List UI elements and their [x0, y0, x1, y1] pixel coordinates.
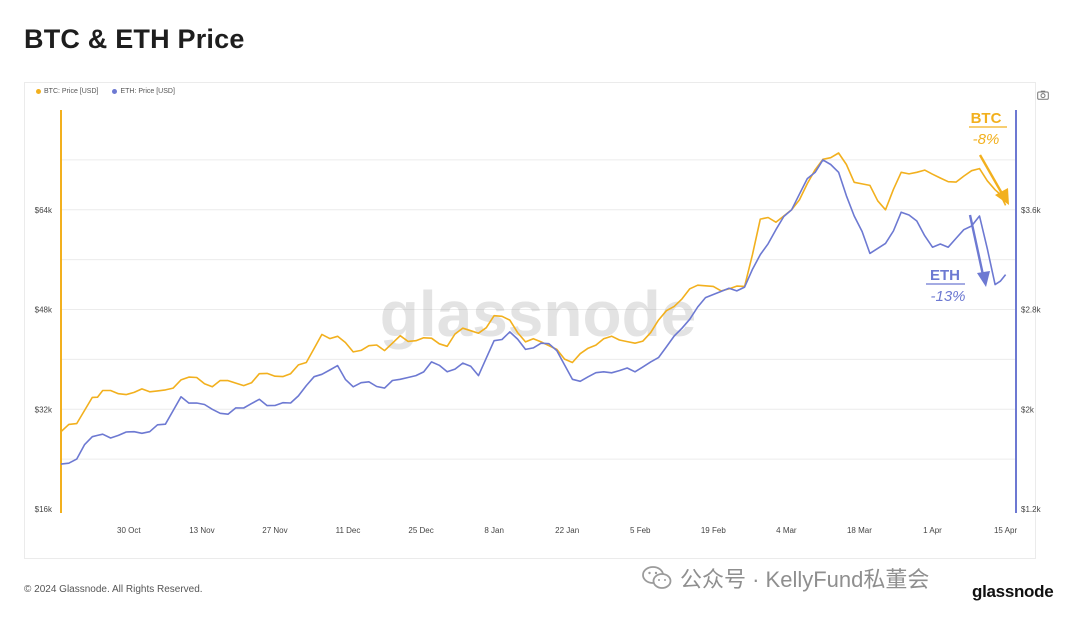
brand-logo: glassnode	[972, 582, 1054, 601]
wechat-account-name: 公众号 · KellyFund私董会	[680, 567, 930, 592]
y-tick-label-left: $64k	[35, 206, 53, 215]
x-tick-label: 15 Apr	[994, 526, 1017, 535]
annotation-btc-arrowhead	[995, 188, 1009, 205]
wechat-icon	[642, 566, 672, 589]
legend-item-btc[interactable]: BTC: Price [USD]	[36, 88, 98, 95]
x-tick-label: 8 Jan	[484, 526, 504, 535]
annotation-eth-label: ETH	[930, 267, 960, 284]
x-tick-label: 11 Dec	[336, 526, 361, 535]
legend: BTC: Price [USD] ETH: Price [USD]	[36, 88, 175, 95]
y-tick-label-right: $3.6k	[1021, 206, 1042, 215]
x-tick-label: 18 Mar	[847, 526, 872, 535]
annotation-eth-arrow	[968, 214, 985, 276]
legend-dot-btc	[36, 89, 41, 94]
annotation-eth-change: -13%	[930, 288, 965, 305]
annotation-btc-label: BTC	[971, 110, 1002, 127]
x-tick-label: 27 Nov	[262, 526, 287, 535]
x-tick-label: 5 Feb	[630, 526, 651, 535]
annotation-eth-arrowhead	[977, 271, 990, 287]
series-lines	[60, 152, 1007, 465]
y-tick-label-left: $48k	[35, 306, 53, 315]
axes	[60, 110, 1017, 513]
wechat-watermark: 公众号 · KellyFund私董会	[642, 562, 929, 594]
series-line-eth	[60, 159, 1007, 465]
copyright-text: © 2024 Glassnode. All Rights Reserved.	[24, 584, 203, 595]
annotation-btc-change: -8%	[973, 131, 1000, 148]
annotation-btc-arrow	[978, 154, 1006, 198]
series-line-btc	[60, 152, 1007, 433]
legend-label-eth: ETH: Price [USD]	[120, 88, 175, 95]
x-tick-label: 1 Apr	[923, 526, 942, 535]
x-tick-label: 4 Mar	[776, 526, 797, 535]
annotations: BTC -8% ETH -13%	[926, 110, 1009, 305]
y-tick-labels-left: $16k $32k $48k $64k	[35, 206, 53, 514]
camera-icon[interactable]	[1037, 90, 1049, 100]
x-tick-label: 30 Oct	[117, 526, 141, 535]
y-tick-labels-right: $1.2k $2k $2.8k $3.6k	[1021, 206, 1042, 514]
x-tick-label: 13 Nov	[189, 526, 214, 535]
chart-title: BTC & ETH Price	[24, 24, 245, 54]
y-tick-label-right: $1.2k	[1021, 505, 1042, 514]
x-tick-label: 22 Jan	[555, 526, 579, 535]
y-tick-label-right: $2k	[1021, 405, 1035, 414]
y-tick-label-left: $16k	[35, 505, 53, 514]
x-tick-labels: 30 Oct 13 Nov 27 Nov 11 Dec 25 Dec 8 Jan 22 Ja…	[117, 526, 1017, 535]
y-tick-label-right: $2.8k	[1021, 306, 1042, 315]
watermark: glassnode	[380, 278, 697, 350]
legend-item-eth[interactable]: ETH: Price [USD]	[112, 88, 175, 95]
legend-label-btc: BTC: Price [USD]	[44, 88, 99, 95]
y-tick-label-left: $32k	[35, 405, 53, 414]
x-tick-label: 19 Feb	[701, 526, 726, 535]
x-tick-label: 25 Dec	[408, 526, 433, 535]
grid-lines	[61, 159, 1016, 460]
chart-panel	[24, 82, 1036, 559]
legend-dot-eth	[112, 89, 118, 94]
